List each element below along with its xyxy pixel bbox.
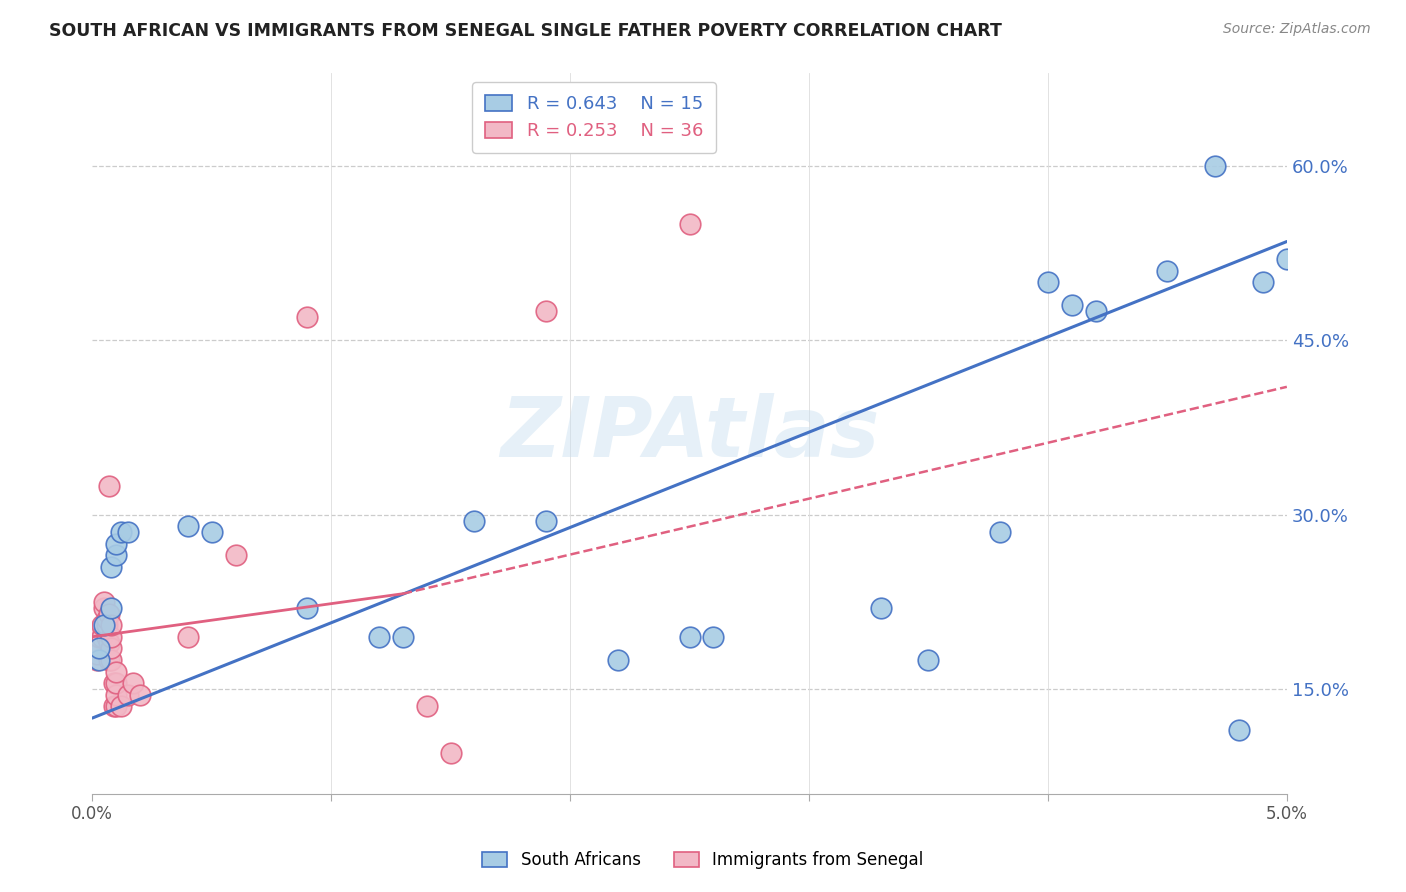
Point	[367, 630, 389, 644]
Point	[117, 525, 139, 540]
Point	[105, 699, 128, 714]
Point	[917, 653, 939, 667]
Point	[1204, 159, 1226, 173]
Point	[869, 600, 891, 615]
Point	[678, 630, 700, 644]
Point	[439, 746, 461, 760]
Point	[988, 525, 1011, 540]
Point	[100, 630, 122, 644]
Point	[103, 676, 125, 690]
Point	[105, 537, 128, 551]
Point	[678, 217, 700, 231]
Point	[97, 635, 120, 649]
Point	[105, 676, 128, 690]
Point	[1251, 275, 1274, 289]
Point	[297, 600, 319, 615]
Point	[96, 618, 118, 632]
Point	[105, 665, 128, 679]
Point	[1084, 304, 1107, 318]
Point	[1227, 723, 1250, 737]
Point	[297, 310, 319, 324]
Point	[97, 653, 120, 667]
Point	[100, 560, 122, 574]
Point	[110, 525, 132, 540]
Point	[96, 630, 118, 644]
Point	[93, 600, 115, 615]
Point	[100, 600, 122, 615]
Point	[463, 514, 485, 528]
Point	[89, 630, 111, 644]
Point	[1060, 298, 1083, 312]
Point	[89, 641, 111, 656]
Point	[97, 478, 120, 492]
Point	[391, 630, 413, 644]
Point	[121, 676, 143, 690]
Text: ZIPAtlas: ZIPAtlas	[499, 392, 879, 474]
Point	[89, 653, 111, 667]
Point	[177, 630, 200, 644]
Text: SOUTH AFRICAN VS IMMIGRANTS FROM SENEGAL SINGLE FATHER POVERTY CORRELATION CHART: SOUTH AFRICAN VS IMMIGRANTS FROM SENEGAL…	[49, 22, 1002, 40]
Point	[86, 653, 108, 667]
Point	[534, 304, 557, 318]
Point	[117, 688, 139, 702]
Point	[96, 612, 118, 626]
Point	[1156, 263, 1178, 277]
Point	[105, 688, 128, 702]
Point	[93, 595, 115, 609]
Point	[97, 607, 120, 621]
Point	[86, 647, 108, 661]
Point	[201, 525, 224, 540]
Point	[415, 699, 437, 714]
Point	[225, 549, 247, 563]
Legend: R = 0.643    N = 15, R = 0.253    N = 36: R = 0.643 N = 15, R = 0.253 N = 36	[472, 82, 716, 153]
Point	[1036, 275, 1059, 289]
Point	[1275, 252, 1298, 266]
Point	[103, 699, 125, 714]
Point	[177, 519, 200, 533]
Point	[100, 618, 122, 632]
Point	[606, 653, 628, 667]
Point	[89, 624, 111, 638]
Point	[129, 688, 152, 702]
Point	[100, 641, 122, 656]
Point	[90, 618, 112, 632]
Point	[90, 630, 112, 644]
Point	[100, 653, 122, 667]
Point	[702, 630, 724, 644]
Legend: South Africans, Immigrants from Senegal: South Africans, Immigrants from Senegal	[472, 841, 934, 880]
Text: Source: ZipAtlas.com: Source: ZipAtlas.com	[1223, 22, 1371, 37]
Point	[105, 549, 128, 563]
Point	[93, 618, 115, 632]
Point	[534, 514, 557, 528]
Point	[110, 699, 132, 714]
